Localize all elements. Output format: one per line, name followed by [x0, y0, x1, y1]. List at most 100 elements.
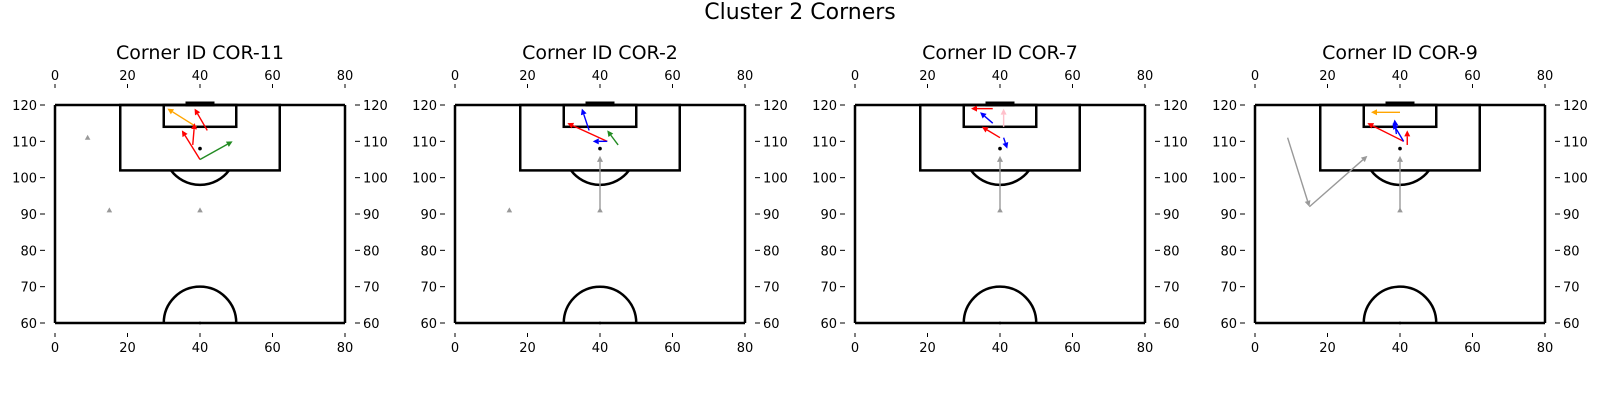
movement-arrow [167, 108, 197, 128]
x-tick-label-top: 0 [451, 69, 459, 84]
arrow-head [1002, 141, 1009, 149]
y-tick-label-left: 100 [412, 172, 437, 187]
x-tick-label-top: 20 [1319, 69, 1336, 84]
movement-arrow [597, 155, 603, 211]
x-tick-label-bottom: 0 [851, 341, 859, 356]
x-tick-label-top: 40 [592, 69, 609, 84]
x-tick-label-top: 80 [737, 69, 754, 84]
y-tick-label-left: 60 [420, 317, 437, 332]
y-tick-label-right: 120 [1163, 99, 1188, 114]
arrow-head [1371, 109, 1377, 116]
corner-panel-1: Corner ID COR-11 0 0 20 20 40 40 60 60 80 80 60 60 70… [12, 42, 388, 356]
x-tick-label-top: 20 [119, 69, 136, 84]
movement-arrow [1308, 155, 1368, 208]
corner-panel-3: Corner ID COR-7 0 0 20 20 40 40 60 60 80 80 60 60 70 7… [812, 42, 1188, 356]
panel-title: Corner ID COR-7 [922, 42, 1078, 64]
movement-arrow [194, 108, 208, 131]
penalty-area [119, 103, 281, 172]
x-tick-label-bottom: 20 [1319, 341, 1336, 356]
y-tick-label-left: 110 [12, 135, 37, 150]
arrow-head [580, 108, 587, 116]
centre-circle [1362, 285, 1438, 324]
arrow-shaft [1372, 125, 1404, 142]
y-tick-label-left: 110 [1212, 135, 1237, 150]
axes [1240, 84, 1560, 337]
axes [440, 84, 760, 337]
x-tick-label-bottom: 20 [919, 341, 936, 356]
x-tick-label-bottom: 40 [992, 341, 1009, 356]
x-tick-label-bottom: 80 [337, 341, 354, 356]
y-tick-label-left: 120 [1212, 99, 1237, 114]
y-tick-label-left: 100 [812, 172, 837, 187]
movement-arrow [191, 123, 198, 146]
x-tick-label-bottom: 80 [737, 341, 754, 356]
y-tick-label-right: 90 [1163, 208, 1180, 223]
x-tick-label-bottom: 40 [592, 341, 609, 356]
y-tick-label-right: 60 [763, 317, 780, 332]
movement-arrow [567, 122, 608, 142]
x-tick-label-top: 80 [337, 69, 354, 84]
y-tick-label-left: 90 [420, 208, 437, 223]
six-yard-box [162, 103, 238, 129]
arrow-shaft [196, 113, 208, 131]
y-tick-label-left: 120 [812, 99, 837, 114]
y-tick-label-left: 80 [420, 244, 437, 259]
arrow-head [980, 112, 987, 119]
corner-panel-2: Corner ID COR-2 0 0 20 20 40 40 60 60 80 80 60 60 70 7… [412, 42, 788, 356]
movement-arrow [980, 112, 994, 124]
player-marker [106, 207, 113, 213]
y-tick-label-right: 90 [1563, 208, 1580, 223]
panel-title: Corner ID COR-11 [116, 42, 284, 64]
x-tick-label-bottom: 0 [51, 341, 59, 356]
figure-title: Cluster 2 Corners [704, 0, 896, 25]
arrow-shaft [172, 111, 197, 128]
y-tick-label-left: 70 [1220, 281, 1237, 296]
y-tick-label-right: 80 [363, 244, 380, 259]
y-tick-label-left: 100 [1212, 172, 1237, 187]
y-tick-label-left: 70 [420, 281, 437, 296]
y-tick-label-right: 80 [1563, 244, 1580, 259]
x-tick-label-bottom: 60 [264, 341, 281, 356]
y-tick-label-right: 110 [363, 135, 388, 150]
arrow-shaft [1286, 137, 1309, 202]
pitch-lines [53, 101, 347, 325]
x-tick-label-top: 60 [1464, 69, 1481, 84]
movement-arrow [1000, 108, 1007, 127]
y-tick-label-right: 100 [363, 172, 388, 187]
arrow-head [167, 108, 175, 115]
centre-spot [1398, 321, 1402, 325]
x-tick-label-top: 0 [51, 69, 59, 84]
x-tick-label-top: 60 [664, 69, 681, 84]
y-tick-label-right: 80 [763, 244, 780, 259]
y-tick-label-left: 80 [20, 244, 37, 259]
movement-arrow [1397, 155, 1403, 211]
arrow-head [971, 105, 977, 112]
y-tick-label-right: 120 [363, 99, 388, 114]
x-tick-label-bottom: 0 [451, 341, 459, 356]
arrow-head [1304, 200, 1311, 207]
player-marker [197, 207, 203, 213]
y-tick-label-left: 110 [412, 135, 437, 150]
x-tick-label-bottom: 80 [1137, 341, 1154, 356]
arrow-head [225, 141, 233, 147]
x-tick-label-bottom: 60 [664, 341, 681, 356]
arrow-head [1360, 155, 1368, 163]
movement-arrow [199, 141, 233, 161]
arrow-shaft [1394, 125, 1398, 135]
x-tick-label-bottom: 20 [519, 341, 536, 356]
y-tick-label-left: 100 [12, 172, 37, 187]
ball-marker [1398, 146, 1402, 151]
y-tick-label-left: 120 [412, 99, 437, 114]
movement-arrow [981, 126, 1001, 139]
arrow-head [194, 108, 201, 116]
arrow-head [1367, 123, 1375, 129]
arrow-shaft [199, 143, 228, 161]
pitch-lines [853, 101, 1147, 325]
y-tick-label-left: 90 [820, 208, 837, 223]
y-tick-label-left: 90 [20, 208, 37, 223]
y-tick-label-right: 60 [1163, 317, 1180, 332]
y-tick-label-right: 100 [1163, 172, 1188, 187]
y-tick-label-right: 60 [1563, 317, 1580, 332]
